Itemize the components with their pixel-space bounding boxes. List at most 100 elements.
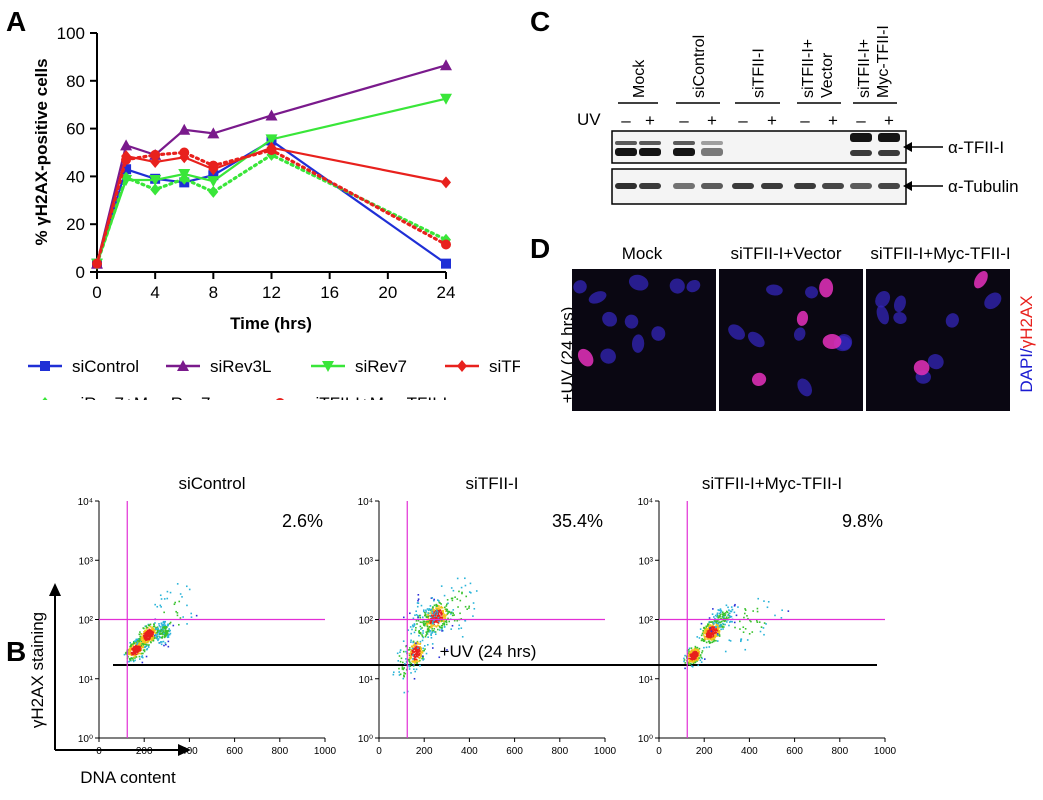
flow-dot xyxy=(415,651,418,653)
flow-dot xyxy=(696,653,699,656)
flow-dot xyxy=(131,652,134,654)
flow-dot xyxy=(695,649,698,651)
flow-dot xyxy=(694,651,696,654)
flow-dot xyxy=(718,616,720,619)
flow-dot xyxy=(414,662,416,664)
flow-dot xyxy=(433,598,435,601)
flow-dot xyxy=(135,644,137,647)
flow-header-rule xyxy=(113,664,877,666)
legend-marker xyxy=(40,361,50,371)
flow-dot xyxy=(154,633,157,635)
flow-dot xyxy=(151,628,153,630)
flow-dot xyxy=(418,634,420,637)
flow-dot xyxy=(413,643,416,645)
flow-dot xyxy=(730,615,733,618)
nucleus xyxy=(893,312,907,324)
flow-dot xyxy=(443,624,446,626)
flow-dot xyxy=(456,577,459,580)
x-tick-label: 16 xyxy=(320,283,339,302)
flow-dot xyxy=(426,616,428,619)
flow-dot xyxy=(424,611,426,614)
flow-dot xyxy=(707,623,710,626)
uv-mark: – xyxy=(738,111,748,130)
flow-dot xyxy=(426,628,429,631)
legend-marker xyxy=(322,361,334,372)
flow-dot xyxy=(133,651,135,654)
flow-dot xyxy=(715,633,718,636)
flow-dot xyxy=(404,663,406,665)
flow-dot xyxy=(711,625,713,628)
h2ax-positive-nucleus xyxy=(751,372,767,387)
flow-dot xyxy=(139,631,141,633)
flow-dot xyxy=(719,615,721,618)
flow-dot xyxy=(705,632,707,634)
flow-dot xyxy=(405,660,408,663)
flow-dot xyxy=(160,622,163,625)
flow-dot xyxy=(696,659,699,661)
flow-dot xyxy=(763,633,765,636)
flow-dot xyxy=(168,633,170,636)
flow-dot xyxy=(130,657,133,659)
flow-dot xyxy=(130,651,133,654)
flow-dot xyxy=(146,636,148,638)
flow-dot xyxy=(131,653,133,656)
flow-dot xyxy=(708,627,710,629)
flow-dot xyxy=(412,660,414,662)
data-point xyxy=(440,93,452,105)
flow-dot xyxy=(419,632,422,635)
flow-dot xyxy=(441,628,443,630)
flow-dot xyxy=(409,656,412,659)
flow-dots xyxy=(392,577,478,694)
flow-dot xyxy=(424,613,427,615)
flow-dot xyxy=(149,625,152,628)
flow-dot xyxy=(445,610,448,612)
flow-dot xyxy=(414,614,416,617)
flow-dot xyxy=(174,601,177,604)
flow-x-tick-label: 400 xyxy=(741,746,758,757)
flow-dot xyxy=(151,626,153,628)
flow-dot xyxy=(712,634,714,636)
flow-dot xyxy=(169,591,172,594)
flow-dot xyxy=(429,612,431,615)
flow-dot xyxy=(157,638,160,640)
flow-dot xyxy=(711,613,714,615)
flow-dot xyxy=(142,645,144,647)
flow-dot xyxy=(684,662,687,664)
flow-dot xyxy=(430,608,433,611)
tfii-band xyxy=(878,133,900,142)
flow-dot xyxy=(440,605,443,608)
flow-dot xyxy=(425,614,427,616)
flow-dot xyxy=(416,659,419,661)
flow-dot xyxy=(162,628,164,631)
flow-dot xyxy=(445,621,448,623)
flow-dot xyxy=(177,623,180,626)
nucleus xyxy=(747,331,765,348)
flow-dot xyxy=(135,641,137,644)
flow-dot xyxy=(716,613,719,616)
flow-dot xyxy=(712,608,714,610)
flow-dot xyxy=(140,644,143,647)
lane-group-label: siTFII-I+ Vector xyxy=(800,39,836,98)
panel-letter-a: A xyxy=(6,6,27,37)
flow-dot xyxy=(176,614,179,617)
flow-dot xyxy=(419,640,422,643)
data-point xyxy=(207,176,220,188)
flow-dot xyxy=(722,613,725,615)
flow-dot xyxy=(151,630,154,633)
flow-dot xyxy=(688,653,691,655)
flow-dot xyxy=(179,593,182,595)
flow-dot xyxy=(436,607,439,609)
flow-dot xyxy=(150,639,153,642)
data-point xyxy=(265,134,278,146)
tfii-band xyxy=(639,148,661,156)
flow-dot xyxy=(728,609,730,611)
flow-dot xyxy=(708,646,711,648)
flow-dot xyxy=(450,613,452,615)
uv-mark: – xyxy=(800,111,810,130)
nucleus xyxy=(686,279,701,293)
flow-dot xyxy=(403,691,406,694)
flow-y-tick-label: 10¹ xyxy=(359,675,374,686)
data-point xyxy=(179,147,190,158)
flow-dot xyxy=(709,629,711,632)
legend-label: siTFII-I xyxy=(489,357,520,376)
